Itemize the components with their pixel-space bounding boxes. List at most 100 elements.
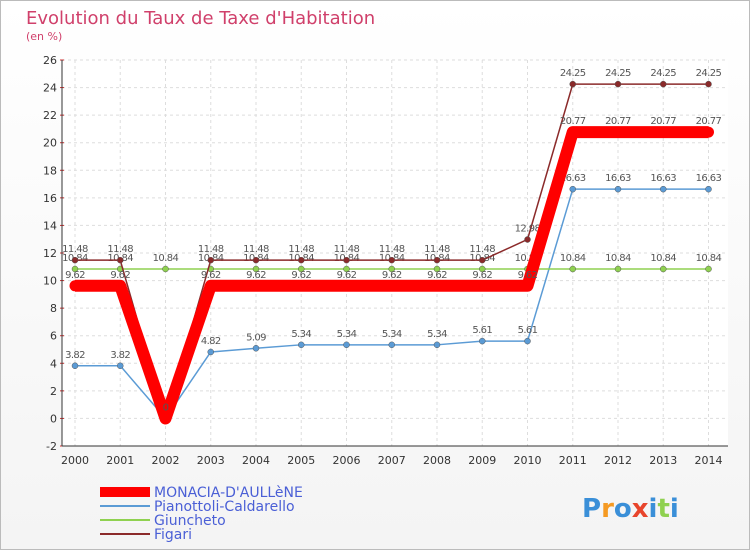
data-label: 5.34 [337,329,357,340]
data-label: 12.98 [515,223,541,234]
x-tick-label: 2014 [695,454,723,467]
data-point [252,256,260,264]
data-point [295,280,307,292]
data-label: 24.25 [560,68,586,79]
data-point [660,265,667,273]
data-point [388,341,395,349]
legend-entry: MONACIA-D'AULLèNE [100,485,303,501]
data-label: 9.62 [65,270,85,281]
data-point [524,236,531,243]
data-point [705,185,712,193]
data-label: 9.62 [382,270,402,281]
data-point [569,80,576,88]
data-label: 9.62 [246,270,266,281]
data-label: 11.48 [62,244,88,255]
data-point [162,265,169,273]
x-tick-label: 2007 [378,454,406,467]
data-label: 20.77 [560,116,586,127]
data-point [117,362,124,370]
y-tick-label: 2 [50,385,57,398]
legend-label: Pianottoli-Caldarello [154,499,295,515]
legend-entry: Figari [100,527,192,543]
legend-entry: Giuncheto [100,513,226,529]
data-label: 9.62 [518,270,538,281]
data-label: 10.84 [605,253,631,264]
data-label: 20.77 [696,116,722,127]
data-label: 9.62 [201,270,221,281]
data-label: 20.77 [650,116,676,127]
data-label: 9.62 [337,270,357,281]
x-tick-label: 2003 [197,454,225,467]
data-point [343,341,350,349]
data-point [479,256,486,264]
data-label: 11.48 [198,244,224,255]
data-point [298,341,305,349]
data-point [388,265,395,273]
y-tick-label: -2 [46,440,57,453]
x-tick-label: 2012 [604,454,632,467]
data-point [479,337,486,345]
data-point [479,265,486,273]
data-point [341,280,352,292]
data-label: 10.84 [515,253,541,264]
x-tick-label: 2013 [649,454,677,467]
data-label: 10.84 [560,253,586,264]
x-tick-label: 2000 [61,454,89,467]
y-tick-label: 22 [43,109,57,122]
data-point [431,280,443,292]
x-tick-label: 2002 [152,454,180,467]
data-label: 9.62 [291,270,311,281]
y-tick-label: 10 [43,275,57,288]
data-label: 5.34 [291,329,311,340]
chart-title: Evolution du Taux de Taxe d'Habitation [26,8,375,29]
data-point [522,280,533,292]
data-point [69,280,81,292]
data-point [117,256,124,264]
data-label: 11.48 [379,244,405,255]
data-point [71,256,79,264]
legend-label: MONACIA-D'AULLèNE [154,485,303,501]
data-label: 11.48 [243,244,269,255]
data-label: 5.34 [427,329,447,340]
x-tick-label: 2011 [559,454,587,467]
x-tick-label: 2009 [468,454,496,467]
x-tick-label: 2005 [287,454,315,467]
data-label: 16.63 [696,173,722,184]
data-label: 16.63 [605,173,631,184]
y-tick-label: 12 [43,247,57,260]
data-point [298,256,305,264]
data-point [476,280,488,292]
data-label: 11.48 [107,244,133,255]
data-point [160,412,171,424]
data-label: 11.48 [288,244,314,255]
data-point [705,80,712,88]
data-label: 9.62 [110,270,130,281]
data-label: 10.84 [650,253,676,264]
y-tick-label: 14 [43,219,57,232]
data-label: 24.25 [650,68,676,79]
data-point [114,280,126,292]
y-tick-label: 26 [43,54,57,67]
data-point [386,280,398,292]
data-point [343,256,350,264]
data-label: 11.48 [424,244,450,255]
data-label: 11.48 [334,244,360,255]
x-tick-label: 2006 [333,454,361,467]
data-label: 10.84 [153,253,179,264]
data-label: 11.48 [469,244,495,255]
data-point [657,126,669,138]
data-label: 5.34 [382,329,402,340]
data-label: 5.61 [472,325,492,336]
data-label: 5.09 [246,332,266,343]
data-point [250,280,262,292]
data-label: 16.63 [650,173,676,184]
data-label: 5.61 [518,325,538,336]
data-point [703,126,714,138]
data-label: 3.82 [65,350,85,361]
y-tick-label: 20 [43,137,57,150]
data-point [569,185,576,193]
data-label: 10.84 [696,253,722,264]
y-tick-label: 18 [43,164,57,177]
